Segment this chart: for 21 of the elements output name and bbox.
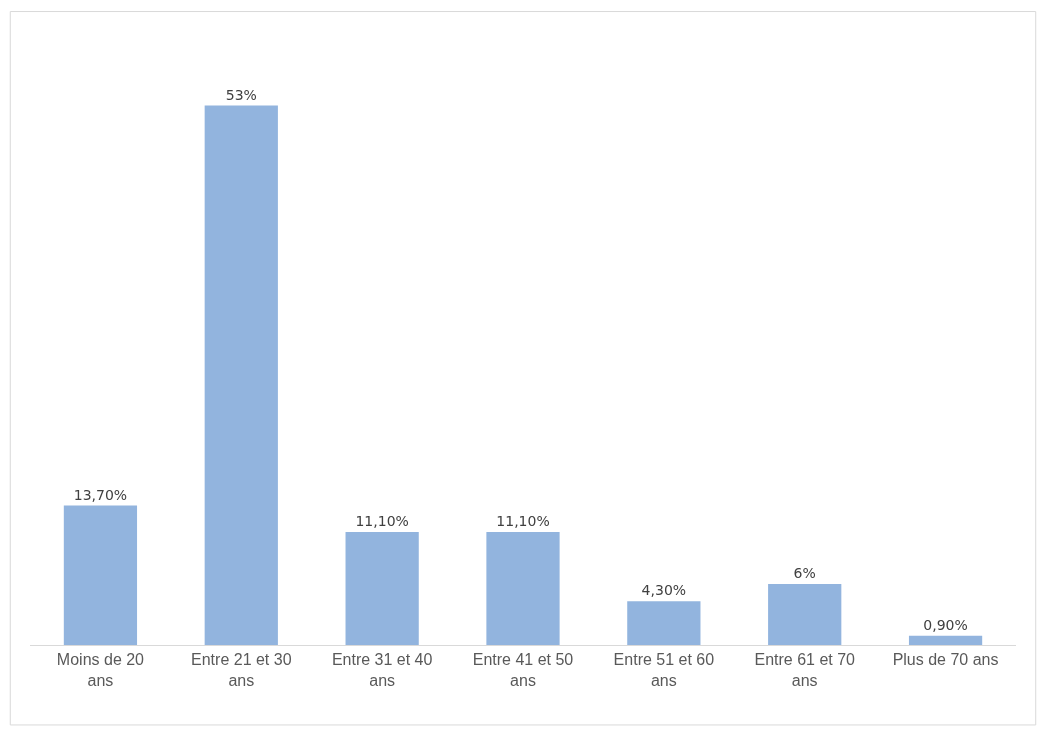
data-label: 13,70%: [73, 486, 128, 503]
bar: [345, 532, 419, 645]
x-tick-label: Entre 51 et 60 ans: [613, 651, 715, 689]
x-tick-label: Entre 61 et 70 ans: [754, 651, 856, 689]
data-label: 53%: [225, 86, 257, 103]
x-tick-label: Entre 41 et 50 ans: [472, 651, 574, 689]
data-label: 0,90%: [923, 616, 968, 633]
bar: [486, 532, 560, 645]
x-tick-label: Entre 21 et 30 ans: [191, 651, 292, 689]
bar: [627, 601, 701, 645]
bar: [908, 635, 983, 645]
bar: [204, 105, 278, 645]
x-tick-label: Moins de 20 ans: [56, 651, 145, 689]
x-tick-label: Entre 31 et 40 ans: [331, 651, 433, 689]
bar: [768, 583, 842, 645]
x-tick-label: Plus de 70 ans: [892, 651, 999, 669]
bar: [63, 505, 138, 645]
data-label: 11,10%: [496, 513, 550, 530]
data-label: 6%: [793, 564, 816, 581]
data-label: 11,10%: [355, 513, 409, 530]
data-label: 4,30%: [641, 582, 687, 599]
